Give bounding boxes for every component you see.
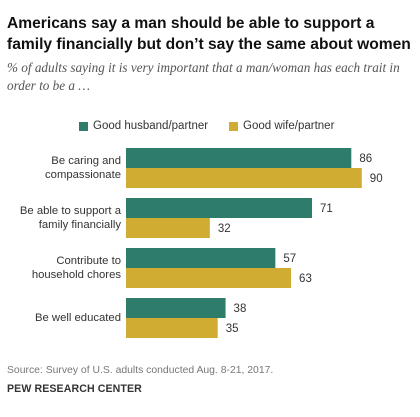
value-label: 57 [283, 253, 296, 265]
category-label-line: Be caring and [51, 154, 121, 167]
bar-husband [126, 198, 313, 218]
legend-label-husband: Good husband/partner [93, 120, 209, 132]
chart-title: Americans say a man should be able to su… [7, 15, 411, 53]
category-label: Be well educated [3, 311, 121, 326]
legend-swatch-wife [229, 121, 238, 131]
legend-swatch-husband [79, 121, 88, 131]
category-label-line: family financially [38, 219, 121, 231]
category-label: Be caring and compassionate [3, 154, 121, 183]
category-label-line: Be well educated [34, 311, 121, 324]
bar-husband [126, 298, 226, 318]
value-label: 35 [226, 323, 239, 335]
category-label-line: Be able to support a [19, 204, 121, 217]
source-note: Source: Survey of U.S. adults conducted … [7, 365, 274, 376]
category-label: Contribute to household chores [3, 254, 121, 283]
category-label-line: Contribute to [56, 254, 121, 267]
legend-item-husband: Good husband/partner [79, 120, 208, 132]
legend-item-wife: Good wife/partner [229, 120, 334, 132]
bar-wife [126, 168, 362, 188]
value-label: 63 [299, 273, 312, 285]
value-label: 71 [320, 203, 333, 215]
value-label: 90 [370, 173, 383, 185]
legend-label-wife: Good wife/partner [243, 120, 335, 132]
bar-husband [126, 148, 352, 168]
bar-wife [126, 218, 210, 238]
legend: Good husband/partner Good wife/partner [0, 120, 420, 136]
category-label: Be able to support a family financially [3, 204, 121, 233]
brand-name: PEW RESEARCH CENTER [7, 383, 142, 395]
bar-wife [126, 268, 292, 288]
value-label: 86 [359, 153, 372, 165]
value-label: 32 [218, 223, 231, 235]
bar-wife [126, 318, 218, 338]
chart-subtitle: % of adults saying it is very important … [7, 60, 400, 93]
category-label-line: compassionate [45, 169, 121, 181]
value-label: 38 [234, 303, 247, 315]
bar-husband [126, 248, 276, 268]
category-label-line: household chores [31, 269, 121, 281]
